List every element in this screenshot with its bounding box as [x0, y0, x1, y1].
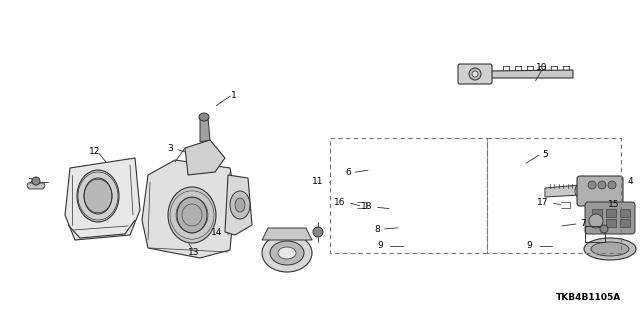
Ellipse shape — [235, 198, 245, 212]
Polygon shape — [200, 118, 210, 142]
Ellipse shape — [589, 214, 603, 228]
Text: 9: 9 — [377, 241, 383, 250]
Text: 4: 4 — [627, 177, 633, 186]
Polygon shape — [65, 158, 140, 240]
Text: 18: 18 — [361, 202, 372, 211]
Circle shape — [469, 68, 481, 80]
Text: 11: 11 — [312, 177, 323, 186]
Text: 6: 6 — [345, 168, 351, 177]
Bar — [330, 138, 487, 253]
Text: 9: 9 — [527, 241, 532, 250]
Text: 17: 17 — [537, 198, 548, 207]
Polygon shape — [185, 140, 225, 175]
Circle shape — [313, 227, 323, 237]
Polygon shape — [488, 70, 573, 78]
Text: 10: 10 — [536, 63, 548, 72]
Text: 2: 2 — [28, 178, 33, 187]
Text: 5: 5 — [543, 150, 548, 159]
Polygon shape — [545, 185, 580, 197]
FancyBboxPatch shape — [585, 202, 635, 234]
Circle shape — [32, 177, 40, 185]
Bar — [606, 219, 616, 227]
Text: TKB4B1105A: TKB4B1105A — [556, 293, 621, 302]
Ellipse shape — [270, 241, 304, 265]
Bar — [487, 138, 621, 253]
Ellipse shape — [84, 178, 112, 214]
Ellipse shape — [575, 184, 585, 198]
Bar — [620, 219, 630, 227]
Polygon shape — [225, 175, 252, 235]
Ellipse shape — [278, 247, 296, 259]
Circle shape — [472, 71, 478, 77]
FancyBboxPatch shape — [577, 176, 623, 206]
Text: 7: 7 — [580, 219, 586, 228]
Text: 16: 16 — [334, 198, 346, 207]
Polygon shape — [262, 228, 312, 240]
Polygon shape — [27, 183, 45, 189]
Circle shape — [588, 181, 596, 189]
Bar — [592, 219, 602, 227]
Text: 13: 13 — [188, 248, 199, 257]
Text: 15: 15 — [608, 200, 620, 209]
Text: 3: 3 — [168, 144, 173, 153]
Ellipse shape — [230, 191, 250, 219]
Ellipse shape — [177, 197, 207, 233]
Bar — [592, 209, 602, 217]
Text: 8: 8 — [374, 225, 380, 234]
Circle shape — [598, 181, 606, 189]
FancyBboxPatch shape — [458, 64, 492, 84]
Ellipse shape — [168, 187, 216, 243]
Ellipse shape — [199, 113, 209, 121]
Text: 1: 1 — [232, 91, 237, 100]
Circle shape — [608, 181, 616, 189]
Polygon shape — [142, 160, 235, 258]
Ellipse shape — [77, 170, 119, 222]
Text: 14: 14 — [211, 228, 223, 237]
Bar — [620, 209, 630, 217]
Text: 12: 12 — [89, 148, 100, 156]
Ellipse shape — [262, 234, 312, 272]
Bar — [606, 209, 616, 217]
Ellipse shape — [591, 242, 629, 256]
Ellipse shape — [584, 238, 636, 260]
Circle shape — [600, 225, 608, 233]
